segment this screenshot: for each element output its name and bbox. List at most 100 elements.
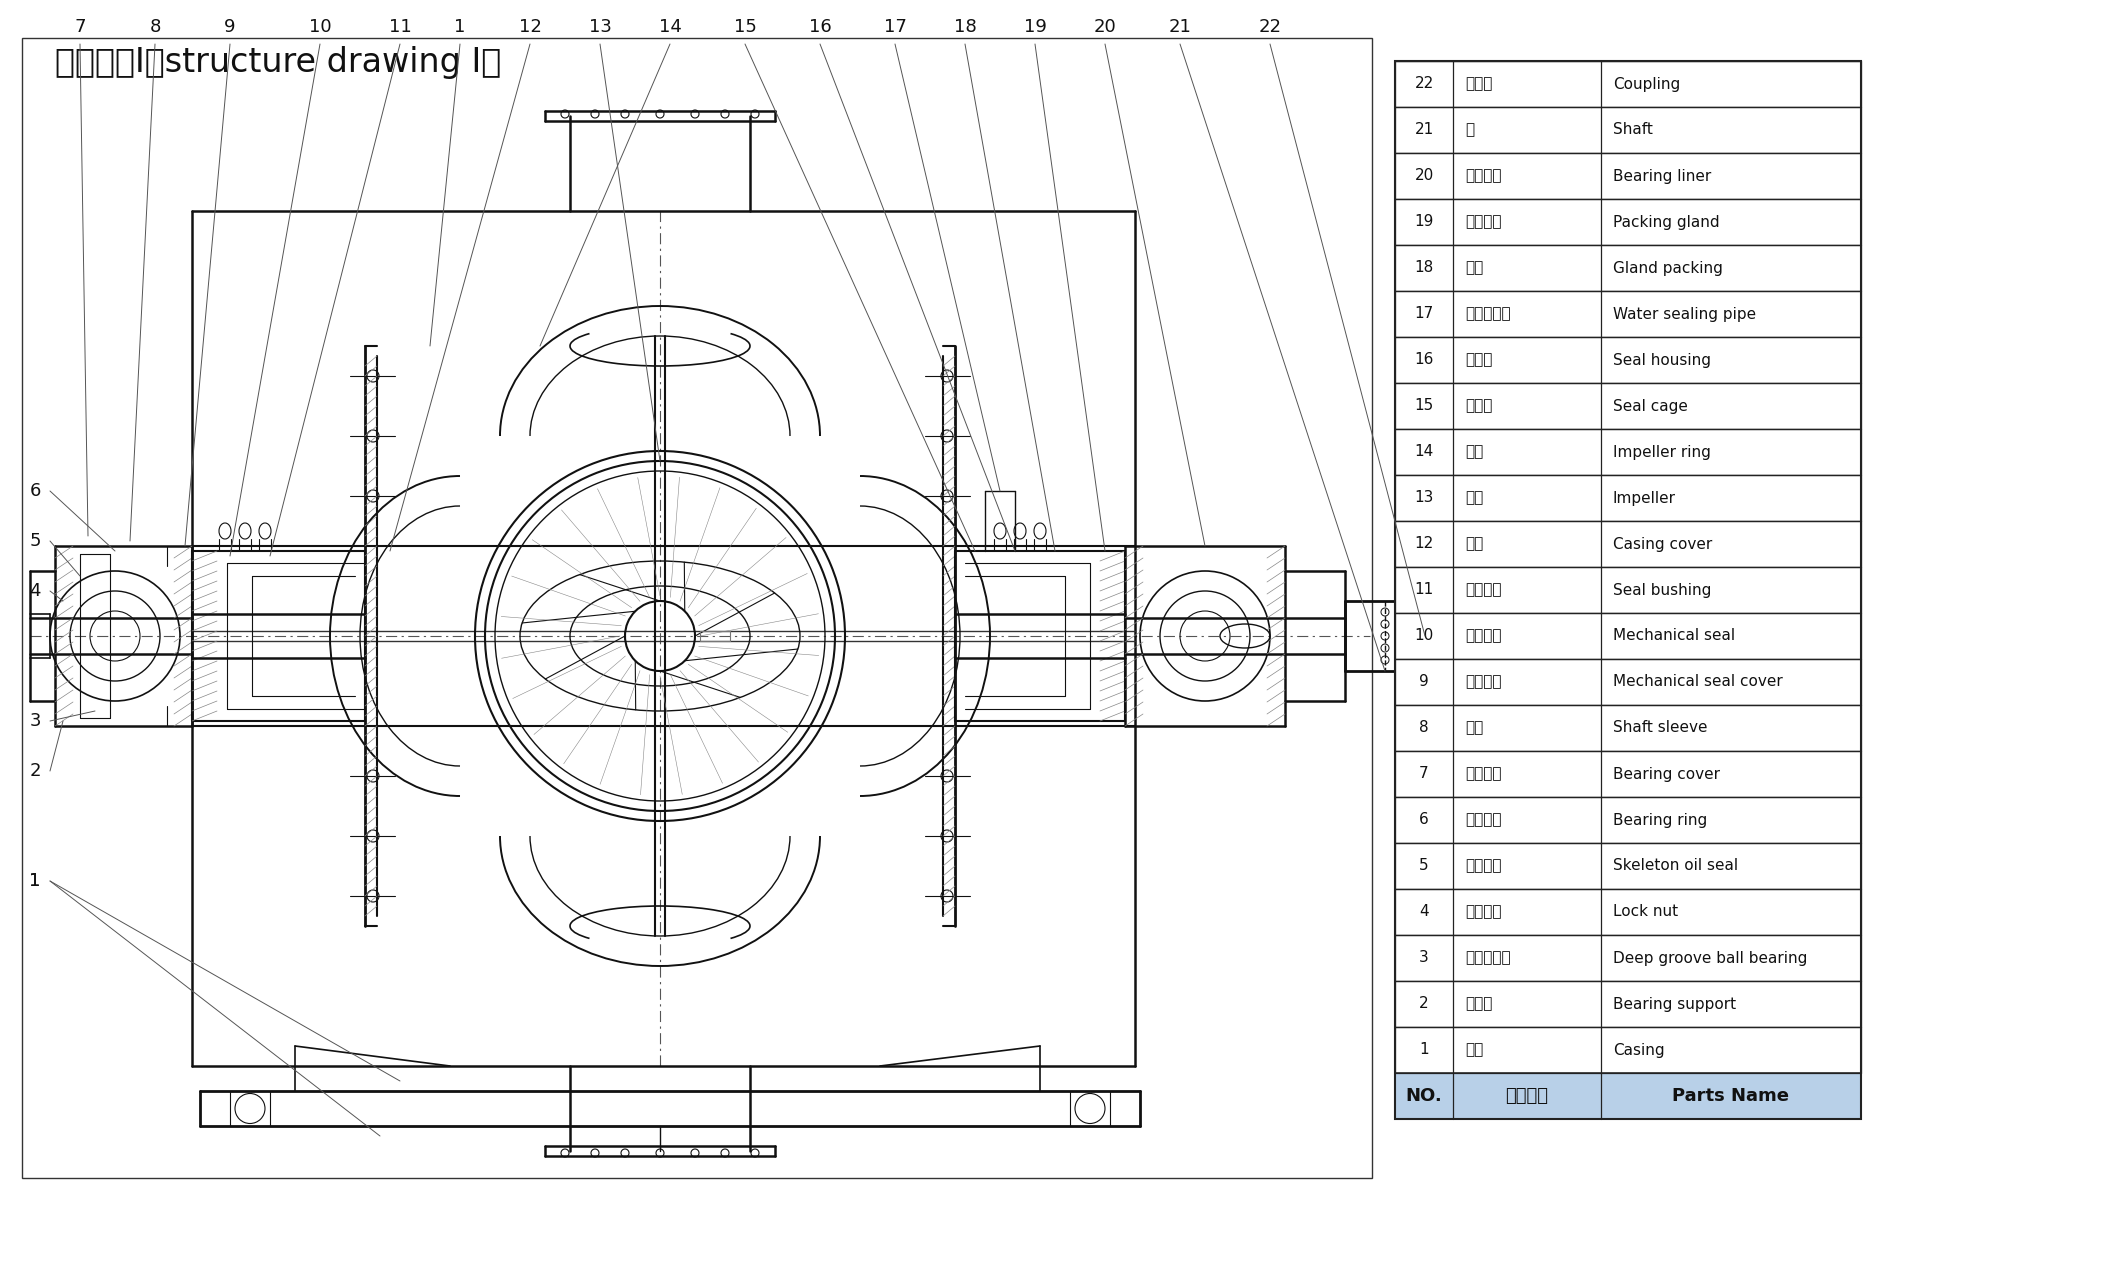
Text: 深沟球轴承: 深沟球轴承 xyxy=(1464,951,1511,966)
Text: 22: 22 xyxy=(1258,18,1282,35)
Text: 11: 11 xyxy=(1414,582,1433,598)
Text: 水封管部件: 水封管部件 xyxy=(1464,306,1511,322)
Text: Lock nut: Lock nut xyxy=(1614,904,1679,919)
Text: Gland packing: Gland packing xyxy=(1614,261,1723,276)
Text: 12: 12 xyxy=(519,18,542,35)
Text: 21: 21 xyxy=(1168,18,1191,35)
Bar xyxy=(1395,429,1861,475)
Text: 泵体: 泵体 xyxy=(1464,1042,1483,1057)
Text: 7: 7 xyxy=(1418,766,1429,781)
Text: 10: 10 xyxy=(1414,628,1433,643)
Text: 21: 21 xyxy=(1414,123,1433,138)
Text: 锁紧螺母: 锁紧螺母 xyxy=(1464,904,1502,919)
Text: 19: 19 xyxy=(1414,214,1433,229)
Bar xyxy=(1395,936,1861,981)
Text: 2: 2 xyxy=(29,762,40,780)
Text: 轴承衬圈: 轴承衬圈 xyxy=(1464,168,1502,184)
Text: 填料: 填料 xyxy=(1464,261,1483,276)
Text: NO.: NO. xyxy=(1406,1087,1443,1105)
Text: 泵盖: 泵盖 xyxy=(1464,537,1483,552)
Text: 14: 14 xyxy=(658,18,681,35)
Text: 2: 2 xyxy=(1418,996,1429,1012)
Text: 3: 3 xyxy=(1418,951,1429,966)
Bar xyxy=(1395,384,1861,429)
Text: 叶轮: 叶轮 xyxy=(1464,490,1483,505)
Text: Water sealing pipe: Water sealing pipe xyxy=(1614,306,1756,322)
Text: 18: 18 xyxy=(1414,261,1433,276)
Text: 机封压盖: 机封压盖 xyxy=(1464,675,1502,690)
Text: 轴承压盖: 轴承压盖 xyxy=(1464,766,1502,781)
Text: Bearing ring: Bearing ring xyxy=(1614,813,1708,828)
Bar xyxy=(1395,567,1861,613)
Text: 13: 13 xyxy=(1414,490,1433,505)
Text: 9: 9 xyxy=(1418,675,1429,690)
Bar xyxy=(1395,889,1861,936)
Text: Packing gland: Packing gland xyxy=(1614,214,1719,229)
Text: 11: 11 xyxy=(389,18,412,35)
Text: 7: 7 xyxy=(74,18,86,35)
Text: 15: 15 xyxy=(1414,399,1433,414)
Text: 14: 14 xyxy=(1414,444,1433,460)
Text: 轴套: 轴套 xyxy=(1464,720,1483,736)
Text: 17: 17 xyxy=(885,18,906,35)
Bar xyxy=(1395,522,1861,567)
Text: 20: 20 xyxy=(1414,168,1433,184)
Bar xyxy=(1395,153,1861,199)
Text: Bearing cover: Bearing cover xyxy=(1614,766,1721,781)
Text: 6: 6 xyxy=(1418,813,1429,828)
Text: Casing: Casing xyxy=(1614,1042,1664,1057)
Bar xyxy=(21,38,1372,1177)
Text: 10: 10 xyxy=(309,18,332,35)
Bar xyxy=(1395,660,1861,705)
Bar xyxy=(1395,246,1861,291)
Bar xyxy=(1395,751,1861,798)
Text: 4: 4 xyxy=(1418,904,1429,919)
Bar xyxy=(1395,981,1861,1027)
Bar xyxy=(1395,1074,1861,1119)
Text: 13: 13 xyxy=(588,18,611,35)
Text: 1: 1 xyxy=(29,872,40,890)
Text: 18: 18 xyxy=(954,18,977,35)
Text: 22: 22 xyxy=(1414,76,1433,91)
Text: 1: 1 xyxy=(454,18,466,35)
Bar xyxy=(1395,108,1861,153)
Bar xyxy=(1395,337,1861,384)
Text: Seal bushing: Seal bushing xyxy=(1614,582,1712,598)
Text: 9: 9 xyxy=(225,18,235,35)
Text: 8: 8 xyxy=(1418,720,1429,736)
Bar xyxy=(1395,613,1861,660)
Text: 20: 20 xyxy=(1095,18,1116,35)
Text: Mechanical seal cover: Mechanical seal cover xyxy=(1614,675,1784,690)
Bar xyxy=(1395,61,1861,1119)
Bar xyxy=(1395,1027,1861,1074)
Text: 16: 16 xyxy=(1414,352,1433,367)
Text: 19: 19 xyxy=(1023,18,1046,35)
Text: 轴: 轴 xyxy=(1464,123,1475,138)
Text: Deep groove ball bearing: Deep groove ball bearing xyxy=(1614,951,1807,966)
Text: Seal cage: Seal cage xyxy=(1614,399,1687,414)
Text: Skeleton oil seal: Skeleton oil seal xyxy=(1614,858,1738,874)
Text: 5: 5 xyxy=(1418,858,1429,874)
Text: Parts Name: Parts Name xyxy=(1672,1087,1790,1105)
Text: Shaft: Shaft xyxy=(1614,123,1653,138)
Bar xyxy=(1395,199,1861,246)
Text: 密封衬套: 密封衬套 xyxy=(1464,582,1502,598)
Text: Casing cover: Casing cover xyxy=(1614,537,1712,552)
Text: 4: 4 xyxy=(29,582,40,600)
Text: 17: 17 xyxy=(1414,306,1433,322)
Bar xyxy=(1395,843,1861,889)
Text: 密封体: 密封体 xyxy=(1464,352,1492,367)
Text: Seal housing: Seal housing xyxy=(1614,352,1710,367)
Text: 填料环: 填料环 xyxy=(1464,399,1492,414)
Text: 口环: 口环 xyxy=(1464,444,1483,460)
Text: 15: 15 xyxy=(733,18,756,35)
Text: 骨架油封: 骨架油封 xyxy=(1464,858,1502,874)
Bar xyxy=(1395,61,1861,108)
Text: 填料压盖: 填料压盖 xyxy=(1464,214,1502,229)
Text: 机械密封: 机械密封 xyxy=(1464,628,1502,643)
Text: 1: 1 xyxy=(1418,1042,1429,1057)
Text: Bearing support: Bearing support xyxy=(1614,996,1735,1012)
Bar xyxy=(1395,475,1861,522)
Text: 轴承压环: 轴承压环 xyxy=(1464,813,1502,828)
Text: 12: 12 xyxy=(1414,537,1433,552)
